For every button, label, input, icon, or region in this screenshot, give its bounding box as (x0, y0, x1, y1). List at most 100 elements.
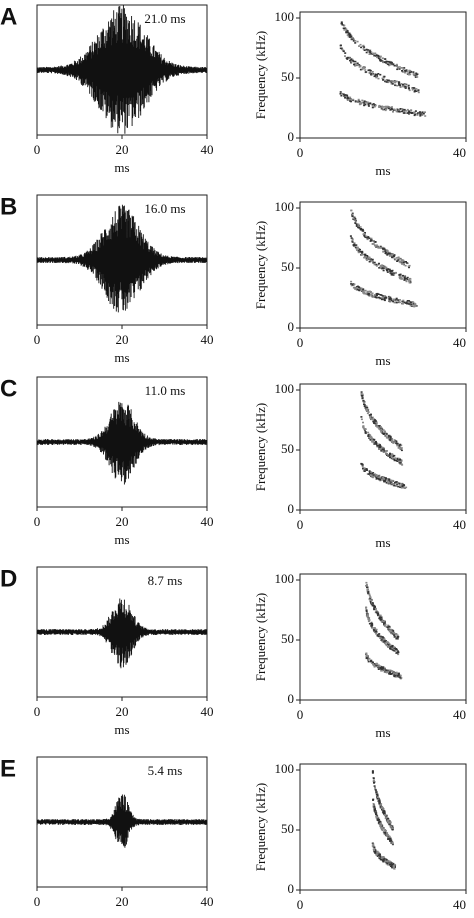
spectral-dot (381, 805, 384, 808)
spectral-dot (356, 62, 359, 65)
spectral-dot (364, 253, 367, 256)
spectral-dot (380, 857, 383, 859)
spectral-dot (390, 628, 393, 631)
spectral-dot (382, 60, 384, 63)
spectral-dot (401, 263, 403, 265)
spectral-dot (382, 79, 384, 81)
spectral-dot (384, 250, 387, 252)
spectral-dot (376, 477, 379, 480)
spectral-dot (383, 248, 386, 251)
spectral-dot (389, 436, 392, 438)
spectral-dot (398, 260, 401, 263)
spectral-dot (375, 628, 378, 631)
spectral-dot (349, 98, 351, 101)
spectral-dot (353, 244, 356, 247)
spectral-dot (359, 226, 362, 228)
panel: D 8.7 ms 0 20 40 ms 0 50 100 0 40 ms Frequency (kHz) (0, 565, 467, 740)
spectral-dot (395, 482, 398, 484)
spectral-dot (382, 61, 384, 64)
spectral-dot (390, 298, 393, 300)
spectral-dot (375, 244, 378, 246)
spectral-dot (384, 643, 387, 646)
spectral-dot (399, 485, 402, 487)
spectral-dot (392, 63, 395, 66)
spectral-dot (373, 244, 376, 246)
spectral-dot (385, 296, 388, 299)
spectral-dot (371, 104, 374, 107)
spectral-dot (384, 430, 386, 433)
spectral-dot (400, 460, 403, 462)
spectral-dot (377, 614, 380, 616)
spectral-dot (389, 108, 392, 111)
waveform (36, 598, 207, 669)
spectral-dot (362, 399, 365, 402)
spectral-dot (382, 431, 385, 433)
spectral-dot (364, 431, 367, 433)
spectral-dot (353, 216, 356, 219)
spectral-dot (384, 58, 387, 60)
spectral-dot (344, 55, 346, 57)
spectral-dot (361, 99, 364, 102)
spectral-dot (387, 859, 390, 862)
spectral-dot (367, 590, 370, 593)
spectral-dot (382, 76, 385, 79)
spectral-dot (413, 114, 416, 117)
spectral-dot (399, 84, 402, 87)
spectral-dot (370, 295, 373, 297)
spectral-dot (405, 486, 408, 489)
spectral-dot (373, 294, 376, 296)
spectral-dot (385, 453, 387, 455)
spectral-dot (395, 636, 398, 639)
spectral-dot (382, 860, 385, 863)
spectral-dot (364, 292, 367, 295)
spectral-dot (393, 867, 396, 870)
spectral-dot (407, 72, 410, 75)
spectral-dot (386, 271, 389, 273)
spectral-dot (367, 292, 370, 295)
spectral-dot (366, 406, 369, 409)
spectral-dot (366, 255, 369, 258)
spectral-dot (368, 69, 371, 71)
x-tick-label: 40 (453, 517, 466, 532)
spectral-dot (349, 36, 351, 38)
spectral-dot (393, 636, 396, 638)
spectral-dot (382, 477, 385, 480)
spectral-dot (381, 479, 383, 481)
spectral-dot (354, 217, 357, 220)
spectral-dot (368, 437, 371, 439)
spectral-dot (379, 476, 382, 479)
spectral-dot (387, 437, 390, 440)
spectral-dot (373, 441, 376, 444)
spectral-dot (412, 71, 415, 73)
spectral-dot (367, 657, 370, 659)
spectral-dot (374, 245, 377, 247)
spectral-dot (343, 29, 346, 31)
spectral-dot (369, 102, 372, 105)
spectral-dot (403, 108, 406, 111)
spectral-dot (384, 860, 387, 862)
spectral-dot (367, 659, 370, 661)
spectral-dot (360, 102, 363, 105)
spectral-dot (380, 450, 383, 452)
spectral-dot (372, 845, 375, 847)
spectral-dot (381, 828, 384, 831)
spectral-dot (391, 482, 394, 485)
spectral-dot (366, 586, 369, 589)
spectral-dot (402, 274, 404, 277)
spectral-dot (387, 81, 390, 84)
spectral-dot (347, 34, 350, 36)
spectral-dot (383, 108, 386, 110)
spectral-dot (370, 471, 373, 473)
spectral-dot (395, 673, 398, 676)
spectral-dot (385, 268, 388, 271)
spectral-dot (385, 671, 388, 674)
spectral-dot (376, 426, 379, 428)
spectral-dot (360, 418, 363, 421)
spectral-dot (406, 276, 409, 279)
panel-label: C (0, 375, 17, 402)
spectral-dot (374, 74, 377, 77)
spectral-dot (373, 606, 376, 608)
spectral-dot (351, 212, 354, 215)
spectral-dot (358, 45, 360, 47)
spectral-dot (385, 60, 388, 63)
